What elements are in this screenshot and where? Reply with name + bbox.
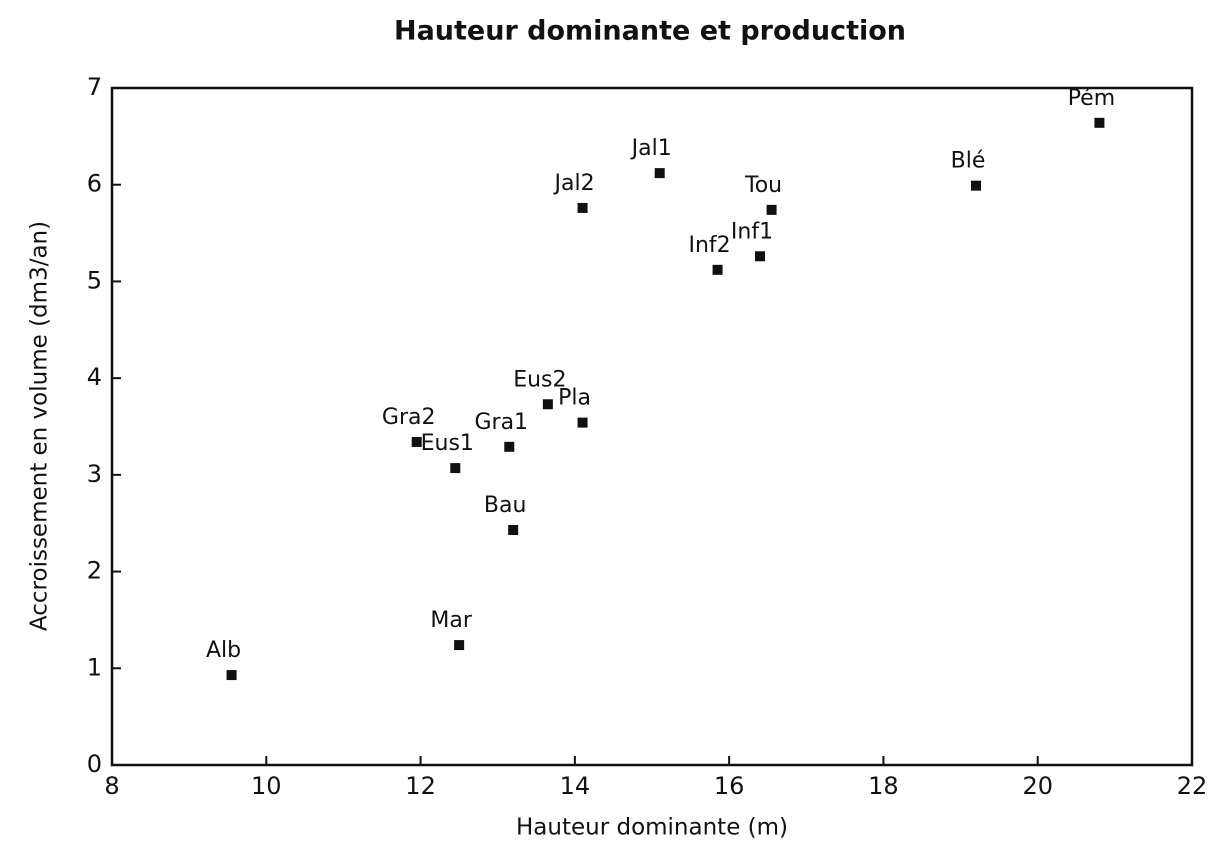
point-label: Eus2 <box>513 367 566 392</box>
point-label: Pla <box>558 386 591 411</box>
y-tick-label: 7 <box>87 73 102 101</box>
plot-frame <box>110 86 1194 767</box>
point-label: Jal1 <box>630 136 672 161</box>
x-tick-label: 14 <box>560 772 591 800</box>
x-tick-label: 16 <box>714 772 745 800</box>
y-tick-label: 5 <box>87 266 102 294</box>
x-tick-label: 10 <box>251 772 282 800</box>
point-label: Bau <box>484 493 527 518</box>
y-tick-label: 6 <box>87 170 102 198</box>
point <box>577 202 588 213</box>
x-tick-label: 22 <box>1177 772 1208 800</box>
point-label: Tou <box>744 173 782 198</box>
point <box>766 204 777 215</box>
point <box>226 670 237 681</box>
point-label: Inf1 <box>731 219 773 244</box>
point <box>542 399 553 410</box>
point <box>508 524 519 535</box>
point <box>1094 117 1105 128</box>
point-label: Gra1 <box>474 410 528 435</box>
y-tick-label: 4 <box>87 363 102 391</box>
y-tick-label: 0 <box>87 750 102 778</box>
point-label: Pém <box>1068 86 1115 111</box>
x-tick-label: 8 <box>104 772 119 800</box>
y-tick-label: 1 <box>87 653 102 681</box>
point <box>654 168 665 179</box>
point-label: Alb <box>206 638 241 663</box>
point <box>712 264 723 275</box>
point-label: Inf2 <box>688 233 730 258</box>
chart-title: Hauteur dominante et production <box>394 16 906 47</box>
y-axis-title: Accroissement en volume (dm3/an) <box>27 221 53 631</box>
point <box>450 463 461 474</box>
point <box>971 180 981 191</box>
point-label: Mar <box>430 608 472 633</box>
point <box>577 417 588 428</box>
y-tick-label: 3 <box>87 460 102 488</box>
x-tick-label: 18 <box>868 772 899 800</box>
y-tick-label: 2 <box>87 557 102 585</box>
x-axis-title: Hauteur dominante (m) <box>516 815 788 841</box>
point <box>411 436 422 447</box>
point-label: Gra2 <box>382 405 436 430</box>
x-tick-label: 12 <box>405 772 436 800</box>
x-tick-label: 20 <box>1022 772 1053 800</box>
point <box>454 640 465 651</box>
point-label: Blé <box>951 149 986 174</box>
point <box>755 251 765 262</box>
point-label: Eus1 <box>421 431 474 456</box>
point-label: Jal2 <box>553 171 595 196</box>
point <box>504 441 515 452</box>
